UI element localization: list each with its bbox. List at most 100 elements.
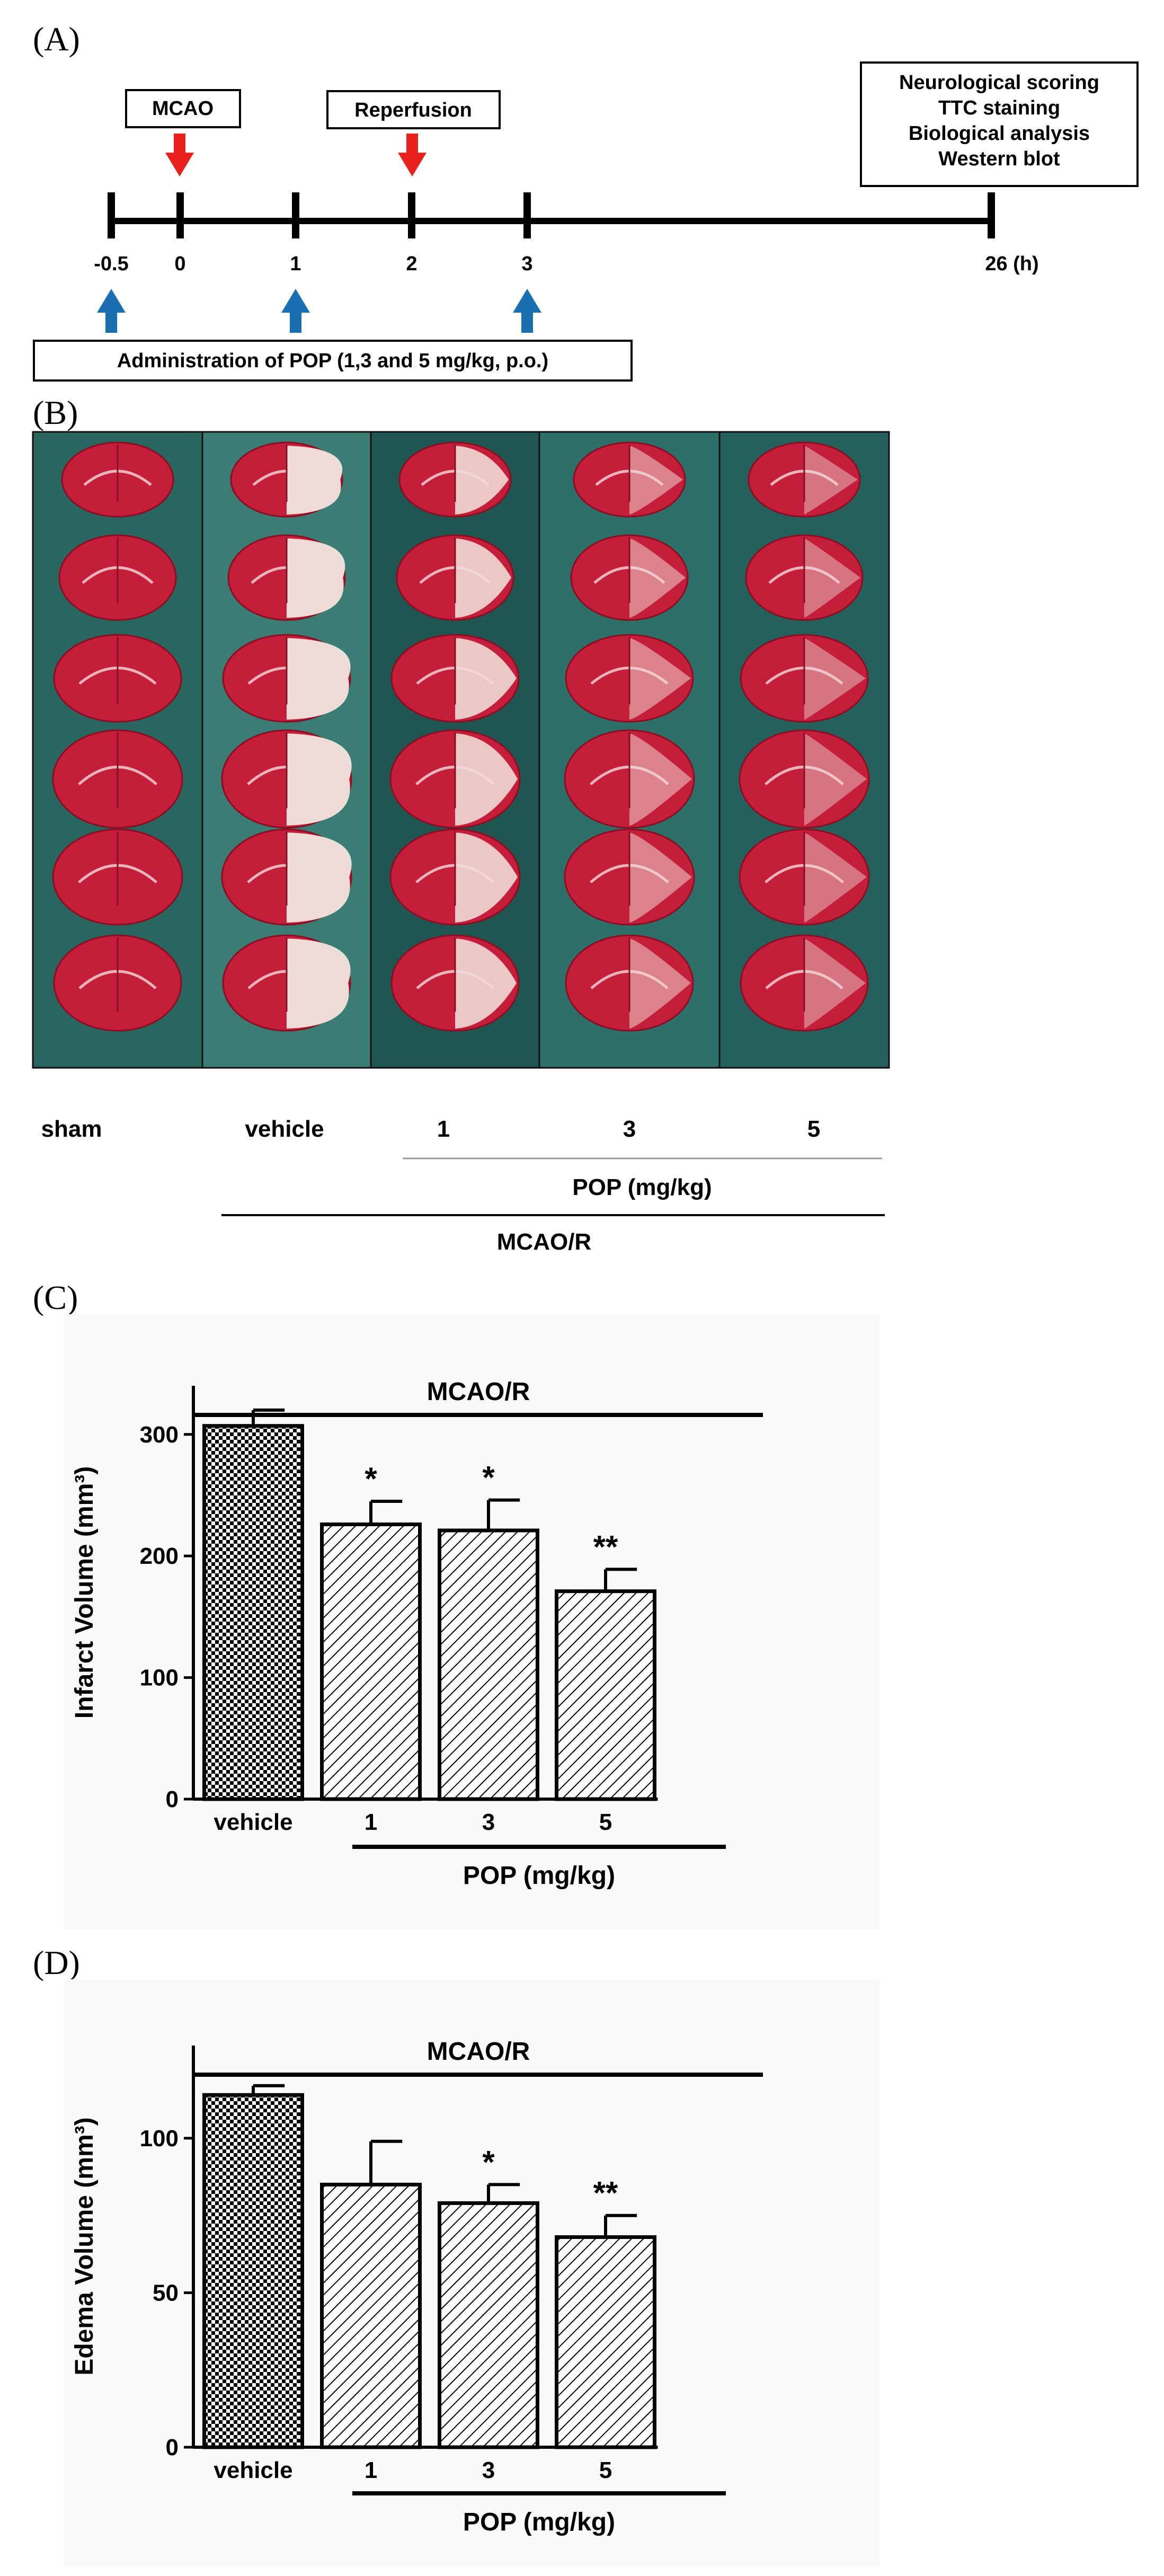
y-tick-label: 0 — [166, 2435, 179, 2460]
admin-arrow-icon-2 — [281, 289, 310, 333]
bar-vehicle — [202, 1424, 304, 1801]
significance-label: * — [365, 1461, 377, 1497]
mcao-box — [125, 89, 241, 128]
panel-a-label: (A) — [33, 20, 80, 58]
column-label-1: 1 — [437, 1116, 450, 1142]
bar-5 — [555, 1589, 656, 1801]
bar-5 — [555, 2235, 656, 2449]
brain-slice — [740, 634, 869, 723]
slice-column-2 — [370, 431, 540, 1069]
brain-slice — [389, 828, 521, 926]
endpoint-2: TTC staining — [938, 97, 1060, 119]
endpoint-4: Western blot — [938, 148, 1060, 170]
tick-label-0: 0 — [174, 253, 185, 275]
slice-photo-strip — [32, 431, 890, 1069]
mcao-group-label: MCAO/R — [497, 1229, 591, 1255]
administration-box — [33, 340, 633, 382]
significance-label: ** — [593, 2175, 618, 2211]
brain-slice — [390, 934, 520, 1032]
reperfusion-arrow-icon — [398, 134, 426, 176]
brain-slice — [564, 828, 695, 926]
y-axis-label: Infarct Volume (mm³) — [70, 1466, 99, 1719]
x-axis-label: POP (mg/kg) — [463, 2508, 615, 2536]
column-label-5: 5 — [807, 1116, 820, 1142]
bar-1 — [320, 1522, 422, 1801]
administration-label: Administration of POP (1,3 and 5 mg/kg, … — [117, 350, 548, 372]
significance-label: * — [482, 1460, 495, 1495]
significance-label: * — [482, 2144, 495, 2180]
brain-slice — [230, 441, 343, 518]
brain-slice — [227, 534, 346, 621]
brain-slice — [564, 729, 695, 829]
brain-slice — [396, 534, 514, 621]
tick-label-1: 1 — [290, 253, 301, 275]
brain-slice — [58, 534, 177, 621]
x-axis-label: POP (mg/kg) — [463, 1862, 615, 1890]
timeline-ticks — [108, 192, 995, 238]
brain-slice — [565, 634, 694, 723]
brain-slice — [570, 534, 689, 621]
brain-slice — [573, 441, 686, 518]
slice-column-0 — [32, 431, 203, 1069]
slice-column-4 — [718, 431, 890, 1069]
endpoint-1: Neurological scoring — [899, 72, 1099, 94]
bar-vehicle — [202, 2093, 304, 2449]
x-tick-label: 5 — [599, 1809, 612, 1835]
brain-slice — [221, 729, 352, 829]
column-label-3: 3 — [623, 1116, 636, 1142]
panel-d-label: (D) — [33, 1944, 80, 1981]
pop-group-label: POP (mg/kg) — [572, 1174, 712, 1200]
reperfusion-box — [326, 90, 501, 129]
panel-a-timeline: (A) MCAO Reperfusion Neurological scorin… — [33, 20, 1139, 382]
y-tick-label: 100 — [140, 2126, 179, 2152]
mcao-box-label: MCAO — [152, 98, 214, 120]
brain-slice — [53, 634, 182, 723]
brain-slice — [739, 828, 870, 926]
chart-title: MCAO/R — [427, 2038, 530, 2066]
chart-title: MCAO/R — [427, 1378, 530, 1406]
brain-slice — [52, 828, 183, 926]
y-tick-label: 100 — [140, 1665, 179, 1691]
brain-slice — [739, 729, 870, 829]
admin-arrow-icon-1 — [97, 289, 126, 333]
endpoints-box — [860, 61, 1139, 187]
slice-column-3 — [538, 431, 721, 1069]
panel-c-infarct-chart: (C) MCAO/R 0 100 200 300 Infarct Volume (mm³)… — [33, 1279, 879, 1929]
y-tick-label: 200 — [140, 1543, 179, 1569]
brain-slice — [221, 828, 352, 926]
x-tick-label: vehicle — [214, 1809, 292, 1835]
x-tick-label: 1 — [365, 2457, 377, 2483]
x-tick-label: vehicle — [214, 2457, 292, 2483]
column-label-vehicle: vehicle — [245, 1116, 324, 1142]
brain-slice — [748, 441, 861, 518]
brain-slice — [389, 729, 521, 829]
mcao-arrow-icon — [165, 134, 194, 176]
endpoint-3: Biological analysis — [909, 122, 1090, 145]
panel-c-label: (C) — [33, 1279, 78, 1316]
bar-3 — [438, 1528, 539, 1801]
admin-arrow-icon-3 — [513, 289, 541, 333]
y-tick-label: 50 — [153, 2280, 179, 2306]
panel-d-edema-chart: (D) MCAO/R 0 50 100 Edema Volume (mm³) vehicl… — [33, 1944, 879, 2568]
y-tick-label: 0 — [166, 1786, 179, 1812]
tick-label-2: 2 — [406, 253, 417, 275]
bar-3 — [438, 2201, 539, 2449]
x-tick-label: 3 — [482, 1809, 495, 1835]
panel-b-label: (B) — [33, 394, 78, 431]
tick-label-neg05: -0.5 — [94, 253, 128, 275]
column-label-sham: sham — [41, 1116, 102, 1142]
slice-column-1 — [201, 431, 372, 1069]
brain-slice — [52, 729, 183, 829]
x-tick-label: 1 — [365, 1809, 377, 1835]
bar-1 — [320, 2182, 422, 2449]
brain-slice — [565, 934, 694, 1032]
brain-slice — [222, 634, 351, 723]
significance-label: ** — [593, 1529, 618, 1564]
reperfusion-box-label: Reperfusion — [354, 99, 472, 121]
y-tick-label: 300 — [140, 1422, 179, 1448]
brain-slice — [61, 441, 174, 518]
tick-label-3: 3 — [521, 253, 532, 275]
brain-slice — [740, 934, 869, 1032]
panel-b-brain-slices: (B) sham vehicle 1 3 5 POP (mg/kg) MCAO/… — [32, 394, 890, 1255]
tick-label-26: 26 (h) — [985, 253, 1038, 275]
